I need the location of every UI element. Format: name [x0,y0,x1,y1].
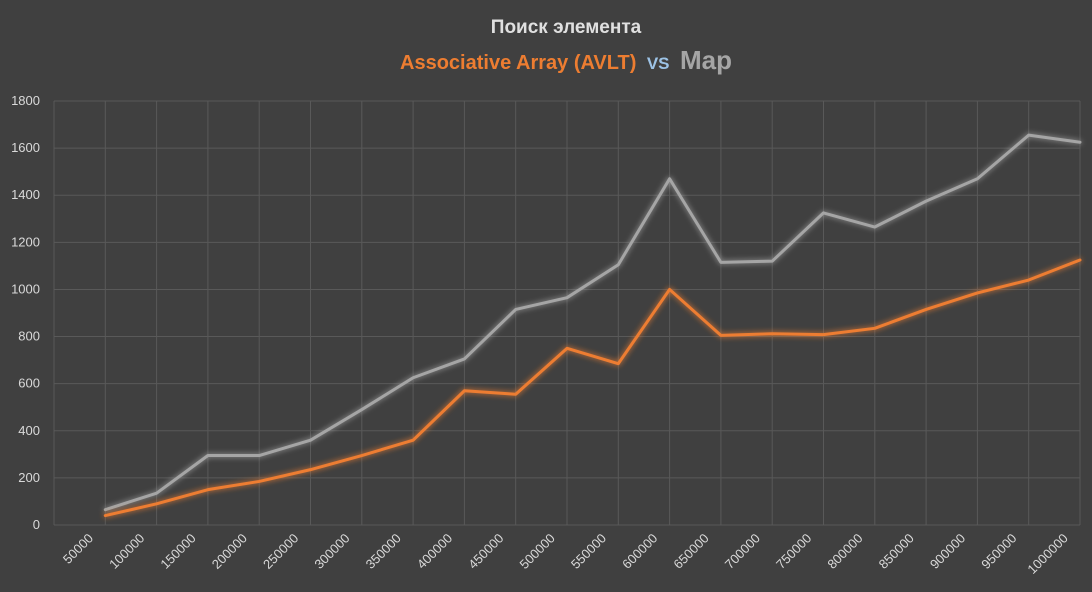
subtitle-series1: Associative Array (AVLT) [400,52,636,74]
x-tick-label: 550000 [568,531,609,572]
series-line-associative-array [103,258,1082,518]
x-tick-label: 850000 [876,531,917,572]
series-line-map [103,133,1082,512]
x-tick-label: 250000 [260,531,301,572]
x-tick-label: 50000 [60,531,96,567]
chart-subtitle: Associative Array (AVLT) VS Map [400,45,732,75]
y-tick-label: 400 [18,423,40,438]
x-tick-label: 500000 [517,531,558,572]
x-tick-label: 350000 [363,531,404,572]
y-tick-label: 1800 [11,93,40,108]
x-tick-label: 150000 [157,531,198,572]
x-tick-label: 750000 [773,531,814,572]
x-tick-label: 650000 [670,531,711,572]
series-lines [103,133,1082,518]
y-tick-label: 600 [18,376,40,391]
subtitle-series2: Map [680,45,732,75]
vertical-gridlines [53,101,1081,525]
y-tick-label: 0 [33,517,40,532]
x-tick-label: 600000 [619,531,660,572]
y-tick-label: 1000 [11,281,40,296]
x-tick-label: 950000 [978,531,1019,572]
x-tick-label: 900000 [927,531,968,572]
y-tick-label: 1200 [11,234,40,249]
y-tick-label: 1600 [11,140,40,155]
x-tick-label: 450000 [465,531,506,572]
x-tick-label: 700000 [722,531,763,572]
subtitle-vs: VS [647,54,670,73]
x-tick-label: 800000 [824,531,865,572]
x-tick-label: 200000 [209,531,250,572]
x-tick-label: 100000 [106,531,147,572]
x-tick-label: 300000 [311,531,352,572]
y-tick-label: 200 [18,470,40,485]
x-tick-label: 1000000 [1024,531,1070,577]
chart-title: Поиск элемента [491,17,642,38]
y-tick-label: 1400 [11,187,40,202]
y-axis-tick-labels: 0 200 400 600 800 1000 1200 1400 1600 1800 [11,93,40,532]
x-tick-label: 400000 [414,531,455,572]
x-axis-tick-labels: 50000 100000 150000 200000 250000 300000 35000… [60,531,1071,577]
y-tick-label: 800 [18,329,40,344]
